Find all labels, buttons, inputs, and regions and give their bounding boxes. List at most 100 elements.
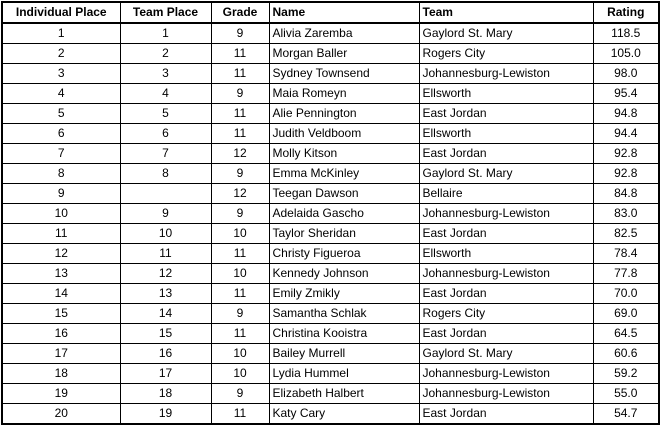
cell-individual-place: 4 [1, 83, 121, 104]
cell-individual-place: 16 [1, 323, 121, 344]
cell-team-place: 10 [119, 223, 212, 244]
cell-individual-place: 8 [1, 163, 121, 184]
cell-name: Lydia Hummel [268, 363, 420, 384]
cell-rating: 92.8 [592, 143, 660, 164]
cell-individual-place: 15 [1, 303, 121, 324]
table-row: 6 6 11 Judith Veldboom Ellsworth 94.4 [1, 123, 660, 144]
table-row: 18 17 10 Lydia Hummel Johannesburg-Lewiston 5… [1, 363, 660, 384]
cell-name: Alie Pennington [268, 103, 420, 124]
cell-team: East Jordan [418, 103, 594, 124]
cell-grade: 10 [210, 343, 270, 364]
table-row: 12 11 11 Christy Figueroa Ellsworth 78.4 [1, 243, 660, 264]
cell-team-place: 9 [119, 203, 212, 224]
cell-team: Ellsworth [418, 123, 594, 144]
table-row: 19 18 9 Elizabeth Halbert Johannesburg-Lewis… [1, 383, 660, 404]
cell-grade: 11 [210, 123, 270, 144]
cell-individual-place: 2 [1, 43, 121, 64]
cell-team-place: 5 [119, 103, 212, 124]
cell-team: Ellsworth [418, 83, 594, 104]
cell-rating: 54.7 [592, 403, 660, 425]
cell-team: East Jordan [418, 403, 594, 425]
cell-name: Morgan Baller [268, 43, 420, 64]
col-header-individual-place: Individual Place [1, 1, 121, 24]
cell-team: Johannesburg-Lewiston [418, 363, 594, 384]
cell-team: East Jordan [418, 223, 594, 244]
cell-name: Emily Zmikly [268, 283, 420, 304]
cell-grade: 11 [210, 243, 270, 264]
cell-individual-place: 1 [1, 22, 121, 44]
cell-individual-place: 9 [1, 183, 121, 204]
cell-team: East Jordan [418, 283, 594, 304]
cell-grade: 11 [210, 103, 270, 124]
cell-grade: 11 [210, 403, 270, 425]
cell-name: Teegan Dawson [268, 183, 420, 204]
cell-rating: 83.0 [592, 203, 660, 224]
cell-team-place: 7 [119, 143, 212, 164]
cell-team-place: 15 [119, 323, 212, 344]
cell-name: Alivia Zaremba [268, 22, 420, 44]
cell-team-place: 2 [119, 43, 212, 64]
cell-rating: 94.4 [592, 123, 660, 144]
table-row: 11 10 10 Taylor Sheridan East Jordan 82.5 [1, 223, 660, 244]
table-row: 3 3 11 Sydney Townsend Johannesburg-Lewiston… [1, 63, 660, 84]
cell-team-place [119, 183, 212, 204]
cell-team-place: 17 [119, 363, 212, 384]
table-row: 20 19 11 Katy Cary East Jordan 54.7 [1, 403, 660, 425]
cell-name: Taylor Sheridan [268, 223, 420, 244]
cell-team: East Jordan [418, 323, 594, 344]
table-row: 10 9 9 Adelaida Gascho Johannesburg-Lewiston… [1, 203, 660, 224]
table-row: 4 4 9 Maia Romeyn Ellsworth 95.4 [1, 83, 660, 104]
cell-grade: 12 [210, 183, 270, 204]
cell-name: Christina Kooistra [268, 323, 420, 344]
table-row: 1 1 9 Alivia Zaremba Gaylord St. Mary 118.5 [1, 22, 660, 44]
cell-rating: 105.0 [592, 43, 660, 64]
cell-team-place: 11 [119, 243, 212, 264]
table-row: 17 16 10 Bailey Murrell Gaylord St. Mary 60.6 [1, 343, 660, 364]
table-row: 9 12 Teegan Dawson Bellaire 84.8 [1, 183, 660, 204]
cell-name: Bailey Murrell [268, 343, 420, 364]
cell-team-place: 4 [119, 83, 212, 104]
cell-team-place: 3 [119, 63, 212, 84]
table-row: 5 5 11 Alie Pennington East Jordan 94.8 [1, 103, 660, 124]
cell-individual-place: 14 [1, 283, 121, 304]
cell-name: Sydney Townsend [268, 63, 420, 84]
cell-individual-place: 11 [1, 223, 121, 244]
cell-team-place: 8 [119, 163, 212, 184]
table-row: 15 14 9 Samantha Schlak Rogers City 69.0 [1, 303, 660, 324]
cell-team: Gaylord St. Mary [418, 163, 594, 184]
cell-grade: 11 [210, 283, 270, 304]
cell-team: Gaylord St. Mary [418, 343, 594, 364]
cell-rating: 77.8 [592, 263, 660, 284]
cell-rating: 70.0 [592, 283, 660, 304]
cell-rating: 98.0 [592, 63, 660, 84]
cell-rating: 82.5 [592, 223, 660, 244]
cell-individual-place: 17 [1, 343, 121, 364]
cell-rating: 84.8 [592, 183, 660, 204]
cell-individual-place: 20 [1, 403, 121, 425]
cell-team-place: 18 [119, 383, 212, 404]
cell-name: Kennedy Johnson [268, 263, 420, 284]
cell-team: Johannesburg-Lewiston [418, 63, 594, 84]
cell-team: Johannesburg-Lewiston [418, 203, 594, 224]
cell-individual-place: 13 [1, 263, 121, 284]
cell-individual-place: 7 [1, 143, 121, 164]
cell-team-place: 1 [119, 22, 212, 44]
cell-individual-place: 6 [1, 123, 121, 144]
cell-rating: 95.4 [592, 83, 660, 104]
cell-grade: 9 [210, 163, 270, 184]
cell-team-place: 19 [119, 403, 212, 425]
cell-name: Judith Veldboom [268, 123, 420, 144]
cell-grade: 12 [210, 143, 270, 164]
cell-individual-place: 19 [1, 383, 121, 404]
table-row: 16 15 11 Christina Kooistra East Jordan 64.5 [1, 323, 660, 344]
cell-rating: 55.0 [592, 383, 660, 404]
col-header-team-place: Team Place [119, 1, 212, 24]
cell-grade: 9 [210, 203, 270, 224]
cell-grade: 10 [210, 263, 270, 284]
cell-name: Elizabeth Halbert [268, 383, 420, 404]
table-row: 8 8 9 Emma McKinley Gaylord St. Mary 92.8 [1, 163, 660, 184]
cell-rating: 60.6 [592, 343, 660, 364]
cell-rating: 69.0 [592, 303, 660, 324]
cell-team: East Jordan [418, 143, 594, 164]
